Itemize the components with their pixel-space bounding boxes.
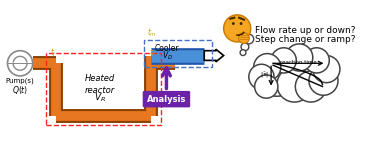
Circle shape	[257, 57, 296, 96]
Circle shape	[255, 75, 278, 98]
Circle shape	[232, 22, 235, 25]
Circle shape	[271, 48, 296, 73]
Text: $t_m$: $t_m$	[147, 27, 157, 39]
Bar	[144, 40, 212, 67]
Text: Cooler: Cooler	[155, 44, 180, 53]
Text: Pump(s): Pump(s)	[6, 78, 34, 84]
Circle shape	[241, 43, 249, 51]
Circle shape	[224, 15, 251, 42]
Text: $Q(t)$: $Q(t)$	[12, 84, 28, 96]
FancyBboxPatch shape	[143, 91, 190, 107]
Circle shape	[240, 22, 243, 25]
Text: $t_i$: $t_i$	[50, 47, 56, 59]
Text: reaction time: reaction time	[280, 60, 317, 65]
Circle shape	[304, 48, 329, 73]
Text: $V_D$: $V_D$	[162, 49, 173, 62]
Circle shape	[286, 44, 313, 71]
Circle shape	[295, 71, 326, 102]
Circle shape	[277, 67, 312, 102]
Text: Step change or ramp?: Step change or ramp?	[255, 35, 355, 44]
Text: $V_R$: $V_R$	[94, 92, 105, 104]
Text: |$\bar{\tau}$|: |$\bar{\tau}$|	[260, 71, 269, 80]
Circle shape	[309, 66, 338, 95]
Circle shape	[244, 34, 254, 44]
Text: Flow rate up or down?: Flow rate up or down?	[255, 26, 355, 35]
Circle shape	[313, 56, 340, 83]
FancyArrow shape	[204, 49, 224, 62]
Circle shape	[240, 50, 246, 56]
Text: Heated
reactor: Heated reactor	[84, 74, 115, 95]
Bar	[46, 53, 161, 125]
Circle shape	[249, 64, 274, 89]
Circle shape	[254, 54, 281, 81]
Text: Analysis: Analysis	[147, 95, 186, 104]
Circle shape	[239, 33, 249, 43]
Text: $t_f$: $t_f$	[149, 47, 156, 59]
